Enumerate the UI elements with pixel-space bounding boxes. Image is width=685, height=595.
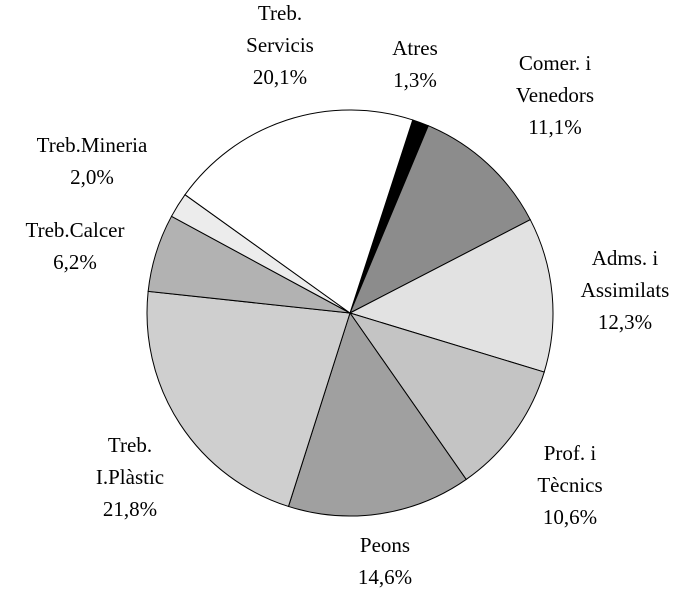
slice-label: Treb.Mineria 2,0% xyxy=(37,133,148,189)
pie-slice xyxy=(348,312,545,481)
slice-label: Prof. i Tècnics 10,6% xyxy=(537,441,602,529)
slice-name: Peons xyxy=(360,533,410,557)
slice-name: Adms. i xyxy=(592,246,659,270)
pie-slice xyxy=(146,290,351,508)
slice-label: Peons 14,6% xyxy=(358,533,412,589)
slice-name: Treb. xyxy=(108,433,152,457)
value-label: 10,6% xyxy=(543,505,597,529)
slice-label: Comer. i Venedors 11,1% xyxy=(516,51,594,139)
slice-name: Servicis xyxy=(246,33,314,57)
slice-name: Venedors xyxy=(516,83,594,107)
slice-label: Treb. Servicis 20,1% xyxy=(246,1,314,89)
slice-name: Comer. i xyxy=(519,51,591,75)
value-label: 12,3% xyxy=(598,310,652,334)
value-label: 6,2% xyxy=(53,250,97,274)
pie-slice xyxy=(349,125,531,315)
slice-name: Assimilats xyxy=(581,278,670,302)
slice-name: Treb. xyxy=(258,1,302,25)
value-label: 14,6% xyxy=(358,565,412,589)
slice-name: Atres xyxy=(392,36,438,60)
slice-label: Atres 1,3% xyxy=(392,36,438,92)
value-label: 21,8% xyxy=(103,497,157,521)
slice-label: Treb.Calcer 6,2% xyxy=(26,218,125,274)
slice-label: Adms. i Assimilats 12,3% xyxy=(581,246,670,334)
slice-name: Treb.Calcer xyxy=(26,218,125,242)
value-label: 20,1% xyxy=(253,65,307,89)
slice-name: I.Plàstic xyxy=(96,465,164,489)
slice-name: Treb.Mineria xyxy=(37,133,148,157)
slice-label: Treb. I.Plàstic 21,8% xyxy=(96,433,164,521)
value-label: 11,1% xyxy=(528,115,581,139)
slice-name: Tècnics xyxy=(537,473,602,497)
pie-slice xyxy=(287,311,467,517)
value-label: 2,0% xyxy=(70,165,114,189)
value-label: 1,3% xyxy=(393,68,437,92)
pie-slice xyxy=(348,219,554,373)
pie-slice xyxy=(184,109,414,314)
slice-name: Prof. i xyxy=(544,441,597,465)
